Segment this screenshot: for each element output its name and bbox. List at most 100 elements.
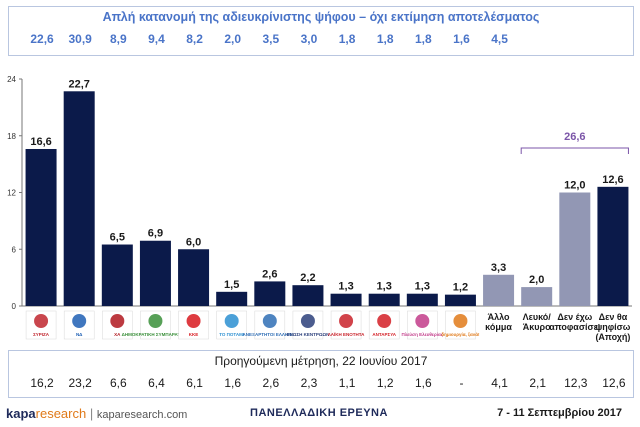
party-logo-emblem-5 [186, 314, 201, 328]
y-tick-label: 0 [12, 302, 17, 311]
bar-5 [178, 249, 210, 306]
bar-6 [216, 291, 248, 306]
top-value-7: 3,5 [262, 32, 280, 46]
top-value-10: 1,8 [376, 32, 394, 46]
survey-name: ΠΑΝΕΛΛΑΔΙΚΗ ΕΡΕΥΝΑ [250, 407, 388, 419]
bar-11 [406, 293, 438, 306]
previous-value-7: 2,6 [262, 376, 280, 390]
party-logo-text-10: ΑΝΤΑΡΣΥΑ [372, 332, 396, 337]
top-value-5: 8,2 [186, 32, 203, 46]
y-tick-label: 18 [7, 132, 16, 141]
value-label-6: 1,5 [224, 279, 239, 291]
bar-14 [521, 287, 553, 306]
top-value-1: 22,6 [30, 32, 54, 46]
category-label-14: Λευκό/Άκυρο [523, 312, 552, 332]
top-value-6: 2,0 [224, 32, 242, 46]
category-label-line: Λευκό/ [523, 312, 552, 322]
category-label-13: Άλλο κόμμα [485, 312, 512, 332]
bar-12 [444, 294, 476, 306]
previous-value-15: 12,3 [564, 376, 588, 390]
previous-value-8: 2,3 [300, 376, 318, 390]
category-label-line: Άλλο [488, 312, 510, 322]
party-logo-emblem-3 [110, 314, 125, 328]
category-label-line: (Αποχή) [595, 332, 630, 342]
top-value-2: 30,9 [68, 32, 92, 46]
bar-3 [101, 244, 133, 306]
previous-value-14: 2,1 [529, 376, 547, 390]
previous-value-6: 1,6 [224, 376, 242, 390]
bar-13 [483, 274, 515, 306]
value-label-1: 16,6 [30, 136, 51, 148]
value-label-4: 6,9 [148, 228, 163, 240]
top-value-3: 8,9 [109, 32, 127, 46]
category-label-line: Δεν έχω [557, 312, 592, 322]
category-label-line: αποφασίσει [549, 322, 601, 332]
bar-chart: 0 6 12 18 24 16,6 22,7 6,5 6,9 6,0 1,5 2,6 2,2 1,3 1,… [7, 75, 632, 342]
party-logo-emblem-2 [72, 314, 87, 328]
previous-value-5: 6,1 [186, 376, 203, 390]
y-tick-label: 12 [7, 189, 16, 198]
bar-10 [368, 293, 400, 306]
y-tick-label: 24 [7, 75, 16, 84]
top-value-8: 3,0 [300, 32, 318, 46]
value-label-13: 3,3 [491, 262, 506, 274]
category-label-line: Δεν θα [599, 312, 628, 322]
party-logo-text-12: δημιουργία, ξανά! [441, 332, 480, 338]
previous-value-4: 6,4 [148, 376, 165, 390]
party-logo-emblem-9 [339, 314, 354, 328]
party-logo-text-6: ΤΟ ΠΟΤΑΜΙ [219, 332, 244, 337]
party-logo-emblem-8 [300, 314, 315, 328]
value-label-8: 2,2 [300, 272, 315, 284]
previous-value-2: 23,2 [68, 376, 92, 390]
survey-dates: 7 - 11 Σεπτεμβρίου 2017 [497, 407, 622, 419]
value-label-16: 12,6 [602, 174, 623, 186]
party-logo-emblem-6 [224, 314, 239, 328]
party-logo-text-2: ΝΔ [76, 332, 83, 337]
value-label-7: 2,6 [262, 268, 277, 280]
bar-7 [254, 281, 286, 306]
bar-9 [330, 293, 362, 306]
bracket-label: 26,6 [564, 131, 585, 143]
bar-4 [139, 240, 171, 306]
category-label-line: ψηφίσω [595, 322, 630, 332]
undecided-distribution-box: Απλή κατανομή της αδιευκρίνιστης ψήφου –… [8, 6, 634, 56]
top-title: Απλή κατανομή της αδιευκρίνιστης ψήφου –… [102, 10, 540, 24]
top-value-9: 1,8 [338, 32, 356, 46]
category-label-16: Δεν θα ψηφίσω (Αποχή) [595, 312, 630, 342]
top-value-11: 1,8 [414, 32, 432, 46]
bar-16 [597, 186, 629, 306]
party-logo-emblem-12 [453, 314, 468, 328]
party-logo-emblem-4 [148, 314, 163, 328]
previous-value-3: 6,6 [109, 376, 127, 390]
website-link[interactable]: kaparesearch.com [96, 409, 188, 421]
party-logo-text-5: ΚΚΕ [189, 332, 199, 337]
bar-1 [25, 148, 57, 306]
bar-8 [292, 285, 324, 306]
kapa-research-logo: kaparesearch | kaparesearch.com [6, 406, 187, 421]
category-label-15: Δεν έχω αποφασίσει [549, 312, 601, 332]
top-value-4: 9,4 [148, 32, 165, 46]
value-label-3: 6,5 [110, 232, 125, 244]
party-logo-7 [254, 310, 286, 340]
previous-value-13: 4,1 [491, 376, 508, 390]
party-logo-emblem-10 [377, 314, 392, 328]
bracket-line [520, 147, 629, 154]
y-tick-label: 6 [12, 245, 17, 254]
value-label-10: 1,3 [377, 281, 392, 293]
party-logo-text-3: ΧΑ [114, 332, 121, 337]
party-logo-text-11: Πλεύση Ελευθερίας [402, 332, 444, 338]
category-label-line: κόμμα [485, 322, 512, 332]
previous-title: Προηγούμενη μέτρηση, 22 Ιουνίου 2017 [214, 354, 428, 368]
brand-separator: | [89, 406, 94, 421]
party-logo-emblem-1 [34, 314, 49, 328]
previous-value-9: 1,1 [338, 376, 356, 390]
bar-2 [63, 91, 95, 306]
top-value-13: 4,5 [491, 32, 508, 46]
previous-value-12: - [459, 376, 464, 390]
party-logo-text-4: ΔΗΜΟΚΡΑΤΙΚΗ ΣΥΜΠΑΡΑΤΑΞΗ [122, 332, 190, 337]
value-label-2: 22,7 [68, 78, 89, 90]
value-label-11: 1,3 [415, 281, 430, 293]
party-logo-text-9: ΛΑΪΚΗ ΕΝΟΤΗΤΑ [328, 331, 365, 337]
party-logo-emblem-11 [415, 314, 430, 328]
footer: kaparesearch | kaparesearch.com ΠΑΝΕΛΛΑΔ… [0, 398, 640, 427]
